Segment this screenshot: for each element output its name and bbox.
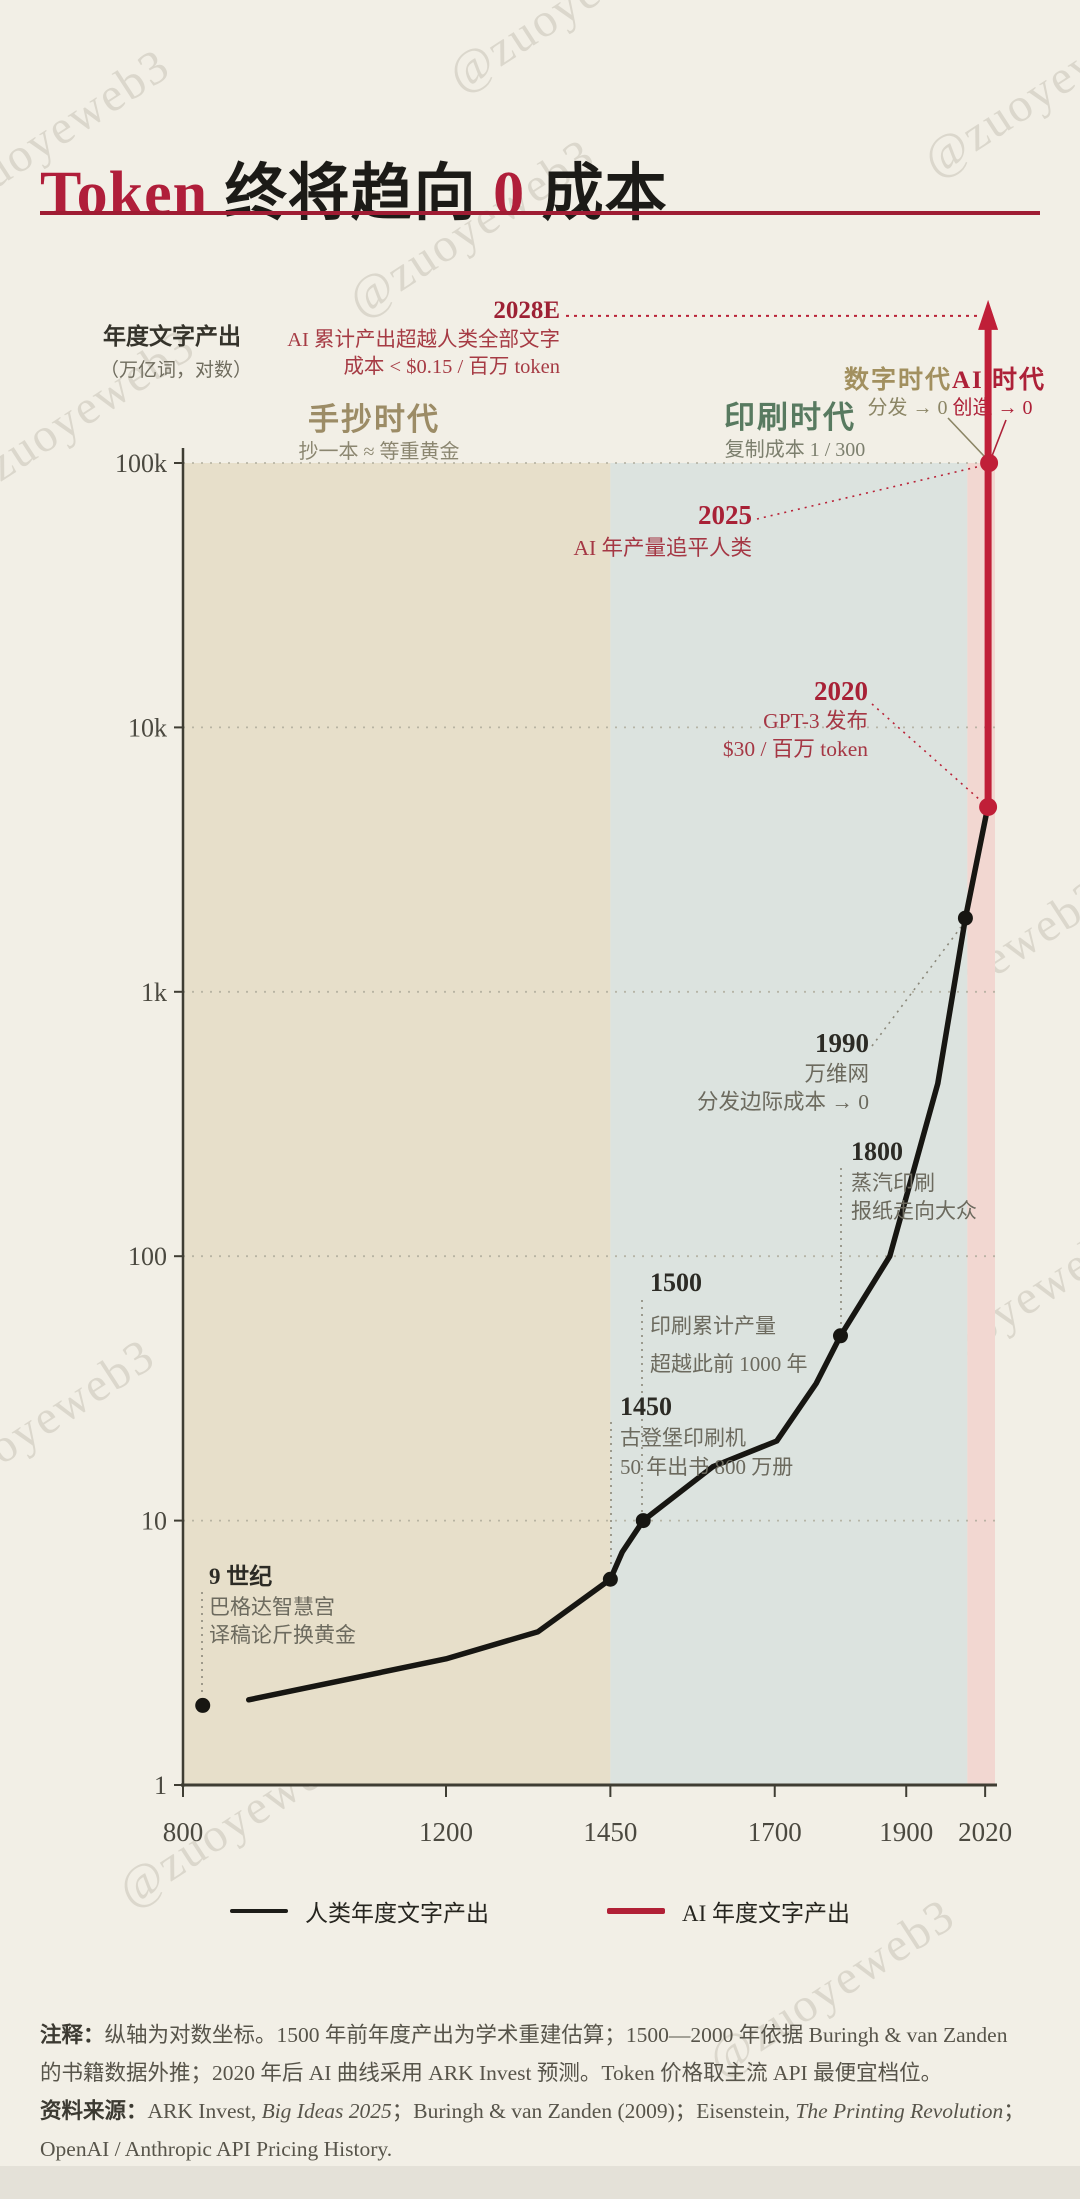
annotation-1450-row-1: 古登堡印刷机: [620, 1426, 746, 1450]
annotation-9-shiji-row-2: 译稿论斤换黄金: [209, 1623, 356, 1647]
x-tick-label-800: 800: [163, 1817, 204, 1847]
human-output-line: [245, 804, 991, 1703]
page-title-part: 成本: [525, 159, 668, 228]
x-tick-label-1200: 1200: [419, 1817, 473, 1847]
human-event-dot-4: [957, 910, 973, 926]
page-title-part: 0: [493, 159, 526, 228]
annotation-1500-row-1: 印刷累计产量: [650, 1314, 776, 1338]
annotation-1800-row-0: 1800: [851, 1137, 903, 1166]
annotation-9-shiji-row-1: 巴格达智慧宫: [209, 1595, 335, 1619]
era-subtitle-1: 复制成本 1 / 300: [725, 438, 866, 461]
annotation-2028E-row-2: 成本 < $0.15 / 百万 token: [343, 355, 560, 378]
footnote-line: 资料来源：ARK Invest, Big Ideas 2025；Buringh …: [40, 2099, 1025, 2123]
annotation-1450-row-2: 50 年出书 800 万册: [620, 1455, 793, 1479]
annotation-2020: 2020 GPT-3 发布 $30 / 百万 token: [723, 676, 868, 761]
footnote-line: 的书籍数据外推；2020 年后 AI 曲线采用 ARK Invest 预测。To…: [40, 2061, 943, 2085]
y-tick-label-1k: 1k: [141, 978, 167, 1007]
y-tick-label-100k: 100k: [115, 449, 167, 478]
y-axis-unit-title: 年度文字产出: [103, 323, 241, 349]
human-event-dot-1: [602, 1571, 618, 1587]
x-tick-label-2020: 2020: [958, 1817, 1012, 1847]
annotation-1800-row-2: 报纸走向大众: [851, 1199, 977, 1223]
leader-line-7: [947, 417, 985, 457]
era-subtitle-0: 抄一本 ≈ 等重黄金: [299, 440, 460, 463]
annotation-1500-row-0: 1500: [650, 1268, 702, 1297]
annotation-2025: 2025 AI 年产量追平人类: [573, 500, 752, 560]
annotation-2020-row-0: 2020: [814, 676, 868, 706]
bottom-strip: [0, 2166, 1080, 2199]
y-tick-label-1: 1: [154, 1771, 167, 1800]
annotation-2025-row-0: 2025: [698, 500, 752, 530]
legend-item-0: 人类年度文字产出: [229, 1894, 489, 1928]
x-tick-label-1900: 1900: [879, 1817, 933, 1847]
y-axis-unit-subtitle: （万亿词，对数）: [100, 359, 252, 381]
page-title-part: 终将趋向: [208, 159, 494, 228]
legend-line-swatch: [606, 1908, 665, 1914]
legend-label: 人类年度文字产出: [304, 1901, 489, 1926]
era-title-2: 数字时代AI 时代: [844, 365, 1046, 394]
y-tick-label-10: 10: [141, 1507, 167, 1536]
legend-line-swatch: [229, 1909, 288, 1913]
chart-legend: 人类年度文字产出 AI 年度文字产出: [0, 1888, 1080, 1934]
annotation-1990-row-2: 分发边际成本 → 0: [697, 1090, 869, 1114]
leader-line-5: [871, 703, 981, 801]
annotation-1500-row-2: 超越此前 1000 年: [650, 1352, 808, 1376]
footnote-line: 注释：纵轴为对数坐标。1500 年前年度产出为学术重建估算；1500—2000 …: [40, 2023, 1008, 2047]
page-title-part: Token: [40, 159, 209, 228]
era-subtitle-2: 分发 → 0 创造 → 0: [868, 396, 1033, 419]
legend-label: AI 年度文字产出: [681, 1901, 851, 1926]
annotation-2025-row-1: AI 年产量追平人类: [573, 536, 752, 560]
human-event-dot-0: [195, 1697, 211, 1713]
annotation-1990-row-1: 万维网: [804, 1062, 869, 1086]
era-band-0: [183, 463, 611, 1785]
leader-line-8: [991, 419, 1007, 457]
era-band-1: [610, 463, 968, 1785]
page-title: Token 终将趋向 0 成本: [40, 142, 668, 232]
human-event-dot-3: [832, 1328, 848, 1344]
annotation-9-shiji-row-0: 9 世纪: [209, 1563, 272, 1589]
footnote-line: OpenAI / Anthropic API Pricing History.: [40, 2137, 393, 2161]
annotation-2028E-row-1: AI 累计产出超越人类全部文字: [287, 328, 560, 351]
ai-line-arrowhead: [978, 299, 999, 330]
x-tick-label-1450: 1450: [583, 1817, 637, 1847]
annotation-1990-row-0: 1990: [815, 1028, 869, 1058]
era-title-1: 印刷时代: [724, 400, 856, 435]
annotation-1450: 1450 古登堡印刷机 50 年出书 800 万册: [620, 1392, 793, 1479]
annotation-2028E-row-0: 2028E: [493, 297, 560, 324]
ai-event-dot-1: [980, 454, 999, 472]
y-tick-label-10k: 10k: [128, 713, 167, 742]
human-event-dot-2: [635, 1513, 651, 1529]
annotation-2020-row-1: GPT-3 发布: [763, 709, 868, 733]
annotation-1800-row-1: 蒸汽印刷: [851, 1171, 935, 1195]
annotation-1450-row-0: 1450: [620, 1392, 672, 1421]
era-title-0: 手抄时代: [308, 402, 440, 437]
ai-event-dot-0: [979, 797, 998, 816]
footnotes: 注释：纵轴为对数坐标。1500 年前年度产出为学术重建估算；1500—2000 …: [40, 2016, 1045, 2168]
x-tick-label-1700: 1700: [748, 1817, 802, 1847]
legend-item-1: AI 年度文字产出: [606, 1894, 851, 1928]
annotation-2020-row-2: $30 / 百万 token: [723, 737, 868, 761]
y-tick-label-100: 100: [128, 1242, 167, 1271]
title-divider-rule: [40, 211, 1040, 215]
